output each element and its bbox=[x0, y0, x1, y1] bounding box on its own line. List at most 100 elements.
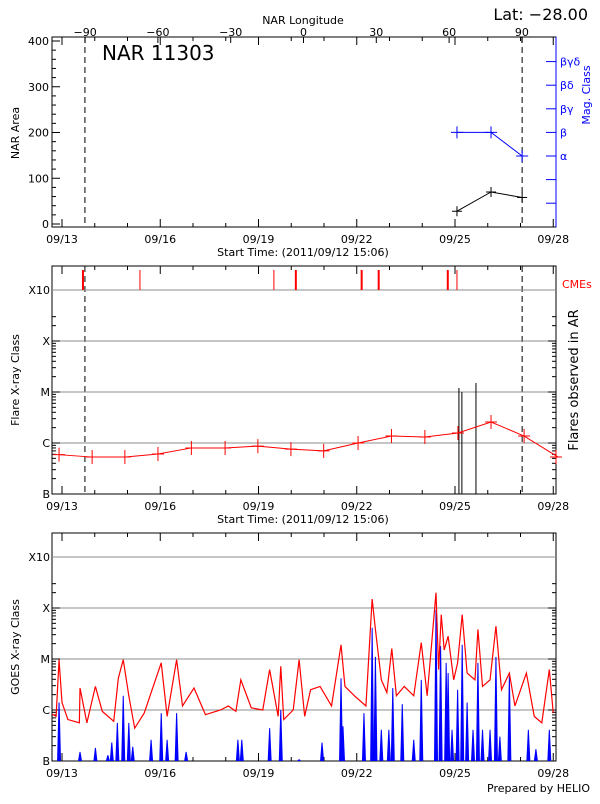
goes-short-channel-spike bbox=[373, 656, 378, 761]
y-tick-label: B bbox=[42, 488, 50, 501]
nar-area-line bbox=[456, 191, 523, 212]
goes-short-channel-spike bbox=[450, 729, 455, 761]
flare-class-point bbox=[485, 415, 498, 430]
goes-short-channel-spike bbox=[130, 746, 135, 761]
longitude-tick-label: −90 bbox=[73, 26, 96, 39]
goes-short-channel-spike bbox=[386, 729, 391, 761]
goes-short-channel-spike bbox=[361, 713, 366, 761]
panel2-y2label: Flares observed in AR bbox=[567, 309, 582, 450]
mag-class-line bbox=[456, 131, 523, 157]
x-tick-label: 09/25 bbox=[439, 500, 471, 513]
goes-short-channel-spike bbox=[126, 722, 131, 761]
longitude-tick-label: 0 bbox=[300, 26, 307, 39]
goes-short-channel-spike bbox=[370, 627, 375, 761]
y-tick-label: 300 bbox=[28, 81, 49, 94]
nar-area-point bbox=[451, 206, 462, 217]
x-tick-label: 09/19 bbox=[243, 767, 275, 780]
goes-short-channel-spike bbox=[115, 722, 120, 761]
x-tick-label: 09/28 bbox=[537, 233, 569, 246]
region-title: NAR 11303 bbox=[102, 41, 215, 65]
mag-class-point bbox=[485, 126, 498, 139]
y-tick-label: C bbox=[42, 704, 50, 717]
goes-short-channel-spike bbox=[390, 687, 395, 761]
flare-class-line bbox=[59, 421, 559, 458]
mag-class-tick-label: α bbox=[560, 150, 567, 163]
goes-short-channel-spike bbox=[526, 729, 531, 761]
y-tick-label: X10 bbox=[28, 284, 50, 297]
y-tick-label: 200 bbox=[28, 127, 49, 140]
x-tick-label: 09/28 bbox=[537, 767, 569, 780]
x-tick-label: 09/19 bbox=[243, 500, 275, 513]
x-tick-label: 09/16 bbox=[144, 500, 176, 513]
flare-class-point bbox=[86, 450, 99, 465]
y-tick-label: 100 bbox=[28, 172, 49, 185]
flare-class-point bbox=[451, 426, 464, 441]
panel2-xlabel: Start Time: (2011/09/12 15:06) bbox=[217, 513, 389, 526]
flare-class-point bbox=[418, 430, 431, 445]
goes-short-channel-spike bbox=[149, 739, 154, 761]
goes-short-channel-spike bbox=[493, 656, 498, 761]
goes-short-channel-spike bbox=[434, 609, 439, 761]
goes-short-channel-spike bbox=[121, 695, 126, 761]
flare-class-point bbox=[53, 447, 66, 462]
goes-short-channel-spike bbox=[438, 645, 443, 761]
y-tick-label: 400 bbox=[28, 35, 49, 48]
goes-short-channel-spike bbox=[239, 739, 244, 761]
x-tick-label: 09/16 bbox=[144, 233, 176, 246]
goes-short-channel-spike bbox=[475, 662, 480, 761]
goes-short-channel-spike bbox=[419, 679, 424, 761]
goes-short-channel-spike bbox=[465, 702, 470, 761]
flare-class-point bbox=[550, 450, 562, 465]
goes-short-channel-spike bbox=[235, 739, 240, 761]
goes-short-channel-spike bbox=[497, 736, 502, 761]
goes-short-channel-spike bbox=[278, 709, 283, 761]
panel3-frame bbox=[51, 532, 557, 762]
goes-short-channel-spike bbox=[78, 751, 83, 761]
panel2-frame bbox=[51, 265, 557, 495]
goes-short-channel-spike bbox=[109, 742, 114, 761]
goes-long-channel-line bbox=[52, 592, 554, 730]
mag-class-tick-label: β bbox=[560, 126, 567, 139]
goes-short-channel-spike bbox=[340, 726, 345, 761]
y-tick-label: X bbox=[42, 335, 50, 348]
goes-short-channel-spike bbox=[411, 739, 416, 761]
latitude-label: Lat: −28.00 bbox=[493, 5, 588, 24]
flare-class-point bbox=[385, 429, 398, 444]
longitude-tick-label: 30 bbox=[369, 26, 383, 39]
goes-series-group bbox=[52, 592, 554, 761]
x-tick-label: 09/22 bbox=[341, 500, 373, 513]
flare-class-point bbox=[219, 440, 232, 455]
mag-class-tick-label: βγδ bbox=[560, 56, 581, 69]
x-tick-label: 09/13 bbox=[46, 767, 78, 780]
goes-short-channel-spike bbox=[488, 729, 493, 761]
goes-short-channel-spike bbox=[460, 644, 465, 761]
nar-area-point bbox=[486, 186, 497, 197]
goes-short-channel-spike bbox=[159, 713, 164, 761]
goes-short-channel-spike bbox=[507, 676, 512, 761]
goes-short-channel-spike bbox=[547, 729, 552, 761]
y-tick-label: B bbox=[42, 755, 50, 768]
goes-short-channel-spike bbox=[455, 689, 460, 761]
panel3-ylabel: GOES X-ray Class bbox=[9, 599, 22, 695]
panel1-y2label: Mag. Class bbox=[580, 65, 593, 124]
panel1-ylabel: NAR Area bbox=[9, 107, 22, 159]
y-tick-label: M bbox=[41, 386, 51, 399]
longitude-tick-label: −30 bbox=[219, 26, 242, 39]
y-tick-label: X10 bbox=[28, 551, 50, 564]
goes-short-channel-spike bbox=[174, 713, 179, 761]
x-tick-label: 09/28 bbox=[537, 500, 569, 513]
cme-label: CMEs bbox=[562, 278, 592, 291]
goes-short-channel-spike bbox=[379, 729, 384, 761]
goes-short-channel-spike bbox=[105, 755, 110, 761]
y-tick-label: M bbox=[41, 653, 51, 666]
panel1-xlabel: Start Time: (2011/09/12 15:06) bbox=[217, 246, 389, 259]
goes-short-channel-spike bbox=[296, 759, 302, 761]
goes-short-channel-spike bbox=[533, 749, 538, 761]
goes-short-channel-spike bbox=[267, 728, 272, 761]
goes-short-channel-spike bbox=[57, 702, 62, 761]
mag-class-point bbox=[516, 150, 529, 162]
y-tick-label: 0 bbox=[42, 218, 49, 231]
longitude-tick-label: 90 bbox=[515, 26, 529, 39]
goes-short-channel-spike bbox=[320, 742, 325, 761]
